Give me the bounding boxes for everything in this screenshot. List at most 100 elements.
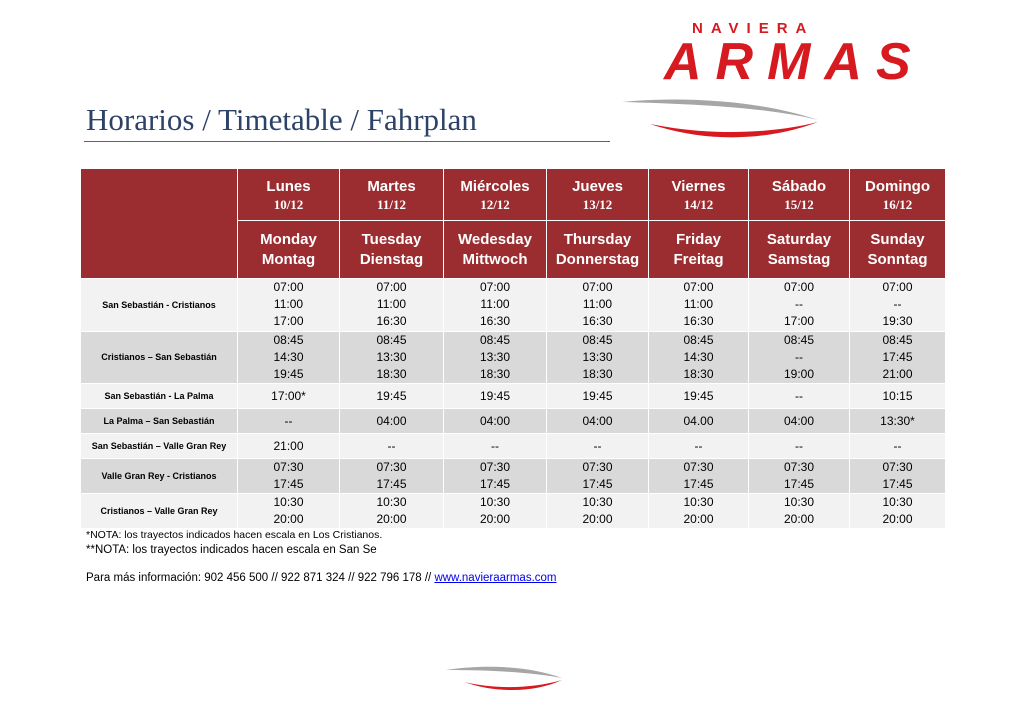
departure-time: 20:00	[882, 512, 913, 526]
departure-time: 18:30	[683, 366, 714, 381]
departure-time: 11:00	[480, 297, 510, 312]
page-title: Horarios / Timetable / Fahrplan	[86, 102, 477, 137]
departure-cell: --	[748, 433, 850, 459]
day-name-en: Wedesday	[458, 230, 532, 248]
departure-cell: 07:00 11:00 16:30	[443, 278, 547, 332]
day-name-de: Donnerstag	[555, 250, 640, 268]
departure-time: 17:00*	[271, 388, 306, 403]
departure-time: --	[284, 413, 293, 428]
departure-time: 07:30	[783, 460, 815, 474]
departure-cell: 19:45	[443, 383, 547, 409]
departure-time: 13:30	[479, 349, 511, 364]
departure-time: --	[694, 438, 703, 453]
day-name-es: Jueves	[572, 177, 623, 195]
departure-cell: 07:30 17:45	[849, 458, 946, 494]
departure-time: --	[795, 297, 803, 312]
departure-cell: --	[748, 383, 850, 409]
departure-time: 07:30	[582, 460, 613, 474]
departure-cell: 10:30 20:00	[648, 493, 749, 529]
departure-time: 19:45	[683, 388, 714, 403]
day-header-es: Domingo 16/12	[849, 168, 946, 221]
departure-cell: 07:00 11:00 16:30	[648, 278, 749, 332]
departure-time: 21:00	[273, 438, 304, 453]
website-link[interactable]: www.navieraarmas.com	[434, 572, 557, 584]
departure-time: 10:30	[783, 495, 815, 509]
departure-time: 17:45	[582, 477, 613, 491]
departure-time: 21:00	[882, 366, 913, 381]
departure-time: 19:45	[479, 388, 511, 403]
logo-swoosh-icon	[622, 99, 818, 138]
day-date: 11/12	[377, 196, 406, 212]
departure-time: 16:30	[582, 314, 613, 329]
departure-time: 17:45	[376, 477, 407, 491]
day-name-de: Dienstag	[359, 250, 424, 268]
departure-time: 17:45	[882, 477, 913, 491]
day-name-de: Samstag	[767, 250, 831, 268]
note-2: **NOTA: los trayectos indicados hacen es…	[86, 544, 377, 556]
departure-time: 13:30*	[880, 413, 915, 428]
day-name-de: Freitag	[673, 250, 724, 268]
header-corner	[80, 168, 238, 279]
departure-time: 13:30	[582, 349, 613, 364]
route-name: San Sebastián – Valle Gran Rey	[80, 433, 238, 459]
day-name-de: Sonntag	[867, 250, 928, 268]
day-name-en: Friday	[675, 230, 721, 248]
day-name-es: Lunes	[266, 177, 311, 195]
route-name: Valle Gran Rey - Cristianos	[80, 458, 238, 494]
departure-time: 07:30	[479, 460, 511, 474]
note-1: *NOTA: los trayectos indicados hacen esc…	[86, 529, 383, 541]
departure-time: 11:00	[273, 297, 304, 312]
departure-time: --	[387, 438, 396, 453]
departure-time: --	[795, 388, 803, 403]
departure-time: --	[491, 438, 499, 453]
day-date: 16/12	[882, 196, 913, 212]
route-name: La Palma – San Sebastián	[80, 408, 238, 434]
departure-cell: 07:30 17:45	[748, 458, 850, 494]
departure-time: 17:00	[273, 314, 304, 329]
departure-time: --	[893, 438, 902, 453]
departure-time: 17:45	[273, 477, 304, 491]
departure-time: 07:30	[683, 460, 714, 474]
departure-cell: 04:00	[443, 408, 547, 434]
departure-time: 20:00	[479, 512, 511, 526]
day-header-es: Sábado 15/12	[748, 168, 850, 221]
table-row: San Sebastián - Cristianos 07:00 11:00 17:0…	[80, 278, 946, 332]
departure-time: 13:30	[376, 349, 407, 364]
departure-cell: 10:15	[849, 383, 946, 409]
departure-time: 14:30	[683, 349, 714, 364]
departure-time: 04.00	[683, 413, 714, 428]
departure-time: 07:00	[882, 280, 913, 295]
route-name: Cristianos – Valle Gran Rey	[80, 493, 238, 529]
departure-time: 17:45	[683, 477, 714, 491]
title-underline	[84, 141, 610, 142]
departure-cell: 08:45 13:30 18:30	[546, 330, 649, 384]
departure-cell: 04:00	[748, 408, 850, 434]
logo-naviera-text: NAVIERA	[692, 20, 815, 37]
departure-time: 08:45	[479, 332, 511, 347]
departure-time: 10:30	[479, 495, 511, 509]
timetable: Lunes 10/12 Martes 11/12 Miércoles 12/12 Jueve…	[80, 168, 946, 529]
departure-cell: 10:30 20:00	[443, 493, 547, 529]
departure-cell: 08:45 -- 19:00	[748, 330, 850, 384]
departure-time: 08:45	[582, 332, 613, 347]
departure-time: 10:30	[273, 495, 304, 509]
departure-time: 16:30	[683, 314, 714, 329]
departure-time: 04:00	[582, 413, 613, 428]
departure-cell: 08:45 17:45 21:00	[849, 330, 946, 384]
departure-cell: 17:00*	[237, 383, 340, 409]
day-date: 12/12	[480, 196, 510, 212]
departure-time: 20:00	[376, 512, 407, 526]
day-header-en-de: Monday Montag	[237, 220, 340, 279]
departure-time: 07:00	[683, 280, 714, 295]
departure-cell: 10:30 20:00	[237, 493, 340, 529]
table-row: San Sebastián – Valle Gran Rey 21:00 -- -- -…	[80, 433, 946, 459]
departure-time: 16:30	[479, 314, 511, 329]
departure-cell: 10:30 20:00	[546, 493, 649, 529]
departure-cell: 08:45 13:30 18:30	[339, 330, 444, 384]
departure-cell: --	[443, 433, 547, 459]
day-name-de: Mittwoch	[462, 250, 528, 268]
logo-armas-text: ARMAS	[664, 33, 925, 91]
departure-time: 10:15	[882, 388, 913, 403]
departure-time: 07:30	[376, 460, 407, 474]
departure-time: 10:30	[683, 495, 714, 509]
